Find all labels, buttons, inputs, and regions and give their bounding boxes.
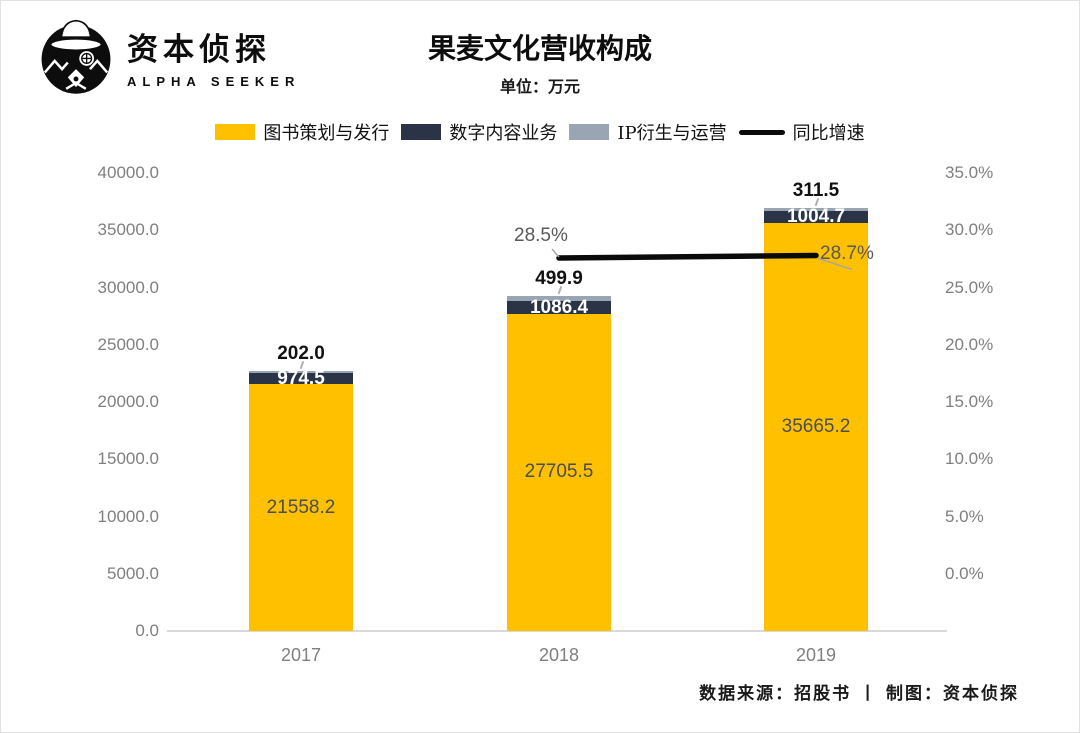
legend-line-swatch — [738, 129, 785, 135]
y-axis-left-tick: 5000.0 — [107, 563, 159, 583]
detective-icon — [41, 19, 111, 94]
logo-tagline: ALPHA SEEKER — [127, 73, 301, 89]
legend-box-swatch — [569, 124, 610, 140]
bar-segment-2017 — [249, 384, 353, 631]
y-axis-right-tick: 0.0% — [945, 563, 984, 583]
y-axis-left-tick: 40000.0 — [97, 163, 159, 182]
bar-value-label: 35665.2 — [781, 415, 851, 437]
y-axis-left-tick: 0.0 — [135, 621, 159, 640]
legend-label: 图书策划与发行 — [263, 123, 390, 144]
y-axis-left-tick: 30000.0 — [97, 277, 159, 297]
y-axis-left-tick: 15000.0 — [97, 449, 159, 469]
legend-label: IP衍生与运营 — [617, 123, 727, 144]
bar-value-label: 1004.7 — [786, 205, 846, 227]
source-note: 数据来源：招股书 丨 制图：资本侦探 — [699, 684, 1019, 704]
y-axis-right-tick: 25.0% — [945, 277, 994, 297]
y-axis-left-tick: 35000.0 — [97, 220, 159, 240]
growth-label: 28.5% — [514, 225, 568, 247]
legend-box-swatch — [401, 124, 442, 140]
y-axis-left-tick: 10000.0 — [97, 506, 159, 526]
bar-segment-2019 — [764, 211, 868, 223]
bar-top-label: 499.9 — [535, 267, 583, 289]
bar-value-label: 974.5 — [277, 367, 325, 389]
y-axis-right-tick: 5.0% — [945, 506, 984, 526]
growth-label: 28.7% — [820, 243, 874, 265]
x-axis-label: 2017 — [280, 645, 322, 665]
y-axis-right-tick: 30.0% — [945, 220, 994, 240]
legend-label: 同比增速 — [792, 123, 865, 144]
bar-segment-2017 — [249, 373, 353, 385]
legend-item: 数字内容业务 — [401, 119, 557, 145]
logo-text: 资本侦探 ALPHA SEEKER — [127, 24, 300, 89]
y-axis-left-tick: 25000.0 — [97, 334, 159, 354]
y-axis-right-tick: 10.0% — [945, 449, 994, 469]
legend-item: 同比增速 — [738, 119, 865, 145]
x-axis-label: 2018 — [538, 645, 580, 665]
bar-segment-2017 — [249, 370, 353, 373]
chart-subtitle: 单位：万元 — [499, 77, 580, 96]
legend-item: 图书策划与发行 — [215, 119, 389, 145]
chart-title: 果麦文化营收构成 — [427, 32, 652, 65]
y-axis-right-tick: 20.0% — [945, 334, 994, 354]
logo-name: 资本侦探 — [127, 31, 271, 68]
x-axis-line — [167, 630, 947, 632]
bar-top-label: 311.5 — [792, 179, 840, 201]
bar-segment-2019 — [764, 207, 868, 212]
legend: 图书策划与发行 数字内容业务 IP衍生与运营 同比增速 — [1, 119, 1079, 145]
bar-segment-2018 — [507, 295, 611, 302]
bar-segment-2018 — [507, 301, 611, 314]
bar-segment-2018 — [507, 313, 611, 631]
logo: 资本侦探 ALPHA SEEKER — [35, 13, 300, 99]
y-axis-right-tick: 15.0% — [945, 392, 994, 411]
bar-top-label: 202.0 — [277, 342, 325, 364]
y-axis-left-tick: 20000.0 — [97, 392, 159, 411]
bar-value-label: 1086.4 — [529, 296, 589, 318]
x-axis-label: 2019 — [795, 645, 837, 665]
bar-value-label: 27705.5 — [524, 461, 594, 483]
bar-segment-2019 — [764, 222, 868, 631]
legend-label: 数字内容业务 — [449, 123, 558, 144]
legend-box-swatch — [215, 124, 256, 140]
bar-value-label: 21558.2 — [266, 496, 336, 518]
y-axis-right-tick: 35.0% — [945, 163, 994, 182]
legend-item: IP衍生与运营 — [569, 119, 727, 145]
